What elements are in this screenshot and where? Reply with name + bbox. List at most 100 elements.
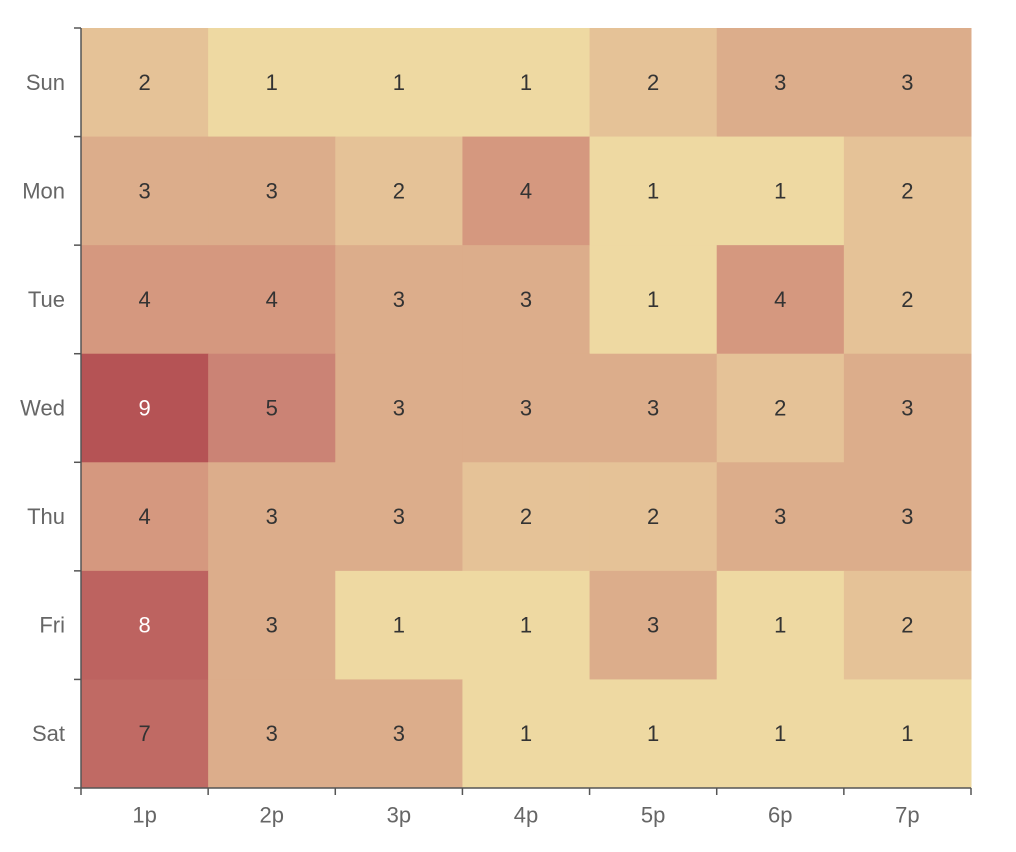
x-tick-label-7p: 7p [895, 803, 919, 828]
cell-value-label: 1 [520, 70, 532, 95]
cell-value-label: 1 [901, 721, 913, 746]
heatmap-cell-mon-4p [462, 136, 591, 246]
cell-value-label: 2 [901, 178, 913, 203]
y-tick-label-tue: Tue [28, 287, 65, 312]
cell-value-label: 3 [393, 504, 405, 529]
cell-value-label: 4 [138, 287, 150, 312]
cell-value-label: 2 [901, 613, 913, 638]
cell-value-label: 3 [138, 178, 150, 203]
heatmap-cell-thu-4p [462, 462, 591, 572]
x-tick-label-5p: 5p [641, 803, 665, 828]
cell-value-label: 7 [138, 721, 150, 746]
heatmap-cell-wed-5p [589, 353, 718, 463]
heatmap-axes: Sun Mon Tue Wed Thu Fri Sat 1p 2p 3p 4p 5p 6p 7p [20, 27, 972, 828]
y-tick-label-fri: Fri [39, 613, 65, 638]
y-tick-label-mon: Mon [22, 178, 65, 203]
cell-value-label: 3 [774, 70, 786, 95]
cell-value-label: 1 [774, 721, 786, 746]
heatmap-cell-sun-7p [843, 28, 972, 138]
y-tick-label-thu: Thu [27, 504, 65, 529]
cell-value-label: 3 [520, 287, 532, 312]
heatmap-cell-fri-1p [81, 570, 209, 680]
heatmap-cell-sat-2p [208, 679, 336, 789]
cell-value-label: 4 [774, 287, 786, 312]
heatmap-cell-fri-7p [843, 570, 972, 680]
cell-value-label: 2 [393, 178, 405, 203]
heatmap-cell-tue-4p [462, 245, 591, 355]
cell-value-label: 3 [901, 504, 913, 529]
heatmap-cell-sun-2p [208, 28, 336, 138]
heatmap-cell-sat-6p [716, 679, 845, 789]
heatmap-cell-wed-1p [81, 353, 209, 463]
y-tick-label-sun: Sun [26, 70, 65, 95]
heatmap-cell-fri-5p [589, 570, 718, 680]
heatmap-cell-mon-7p [843, 136, 972, 246]
cell-value-label: 1 [393, 613, 405, 638]
y-tick-label-sat: Sat [32, 721, 65, 746]
heatmap-cell-thu-7p [843, 462, 972, 572]
heatmap-cell-wed-7p [843, 353, 972, 463]
heatmap-cell-fri-2p [208, 570, 336, 680]
cell-value-label: 3 [774, 504, 786, 529]
cell-value-label: 5 [266, 396, 278, 421]
heatmap-cell-wed-6p [716, 353, 845, 463]
heatmap-cell-thu-6p [716, 462, 845, 572]
cell-value-label: 1 [520, 613, 532, 638]
heatmap-cell-thu-5p [589, 462, 718, 572]
cell-value-label: 2 [520, 504, 532, 529]
heatmap-cell-tue-1p [81, 245, 209, 355]
cell-value-label: 3 [393, 721, 405, 746]
cell-value-label: 3 [901, 70, 913, 95]
heatmap-cell-sat-5p [589, 679, 718, 789]
cell-value-label: 8 [138, 613, 150, 638]
heatmap-cell-tue-5p [589, 245, 718, 355]
cell-value-label: 1 [520, 721, 532, 746]
cell-value-label: 3 [520, 396, 532, 421]
x-tick-label-3p: 3p [387, 803, 411, 828]
heatmap-cell-tue-7p [843, 245, 972, 355]
heatmap-cell-sat-7p [843, 679, 972, 789]
cell-value-label: 2 [138, 70, 150, 95]
y-tick-label-wed: Wed [20, 396, 65, 421]
heatmap-cell-fri-3p [335, 570, 463, 680]
heatmap-cell-fri-4p [462, 570, 591, 680]
heatmap-cell-mon-5p [589, 136, 718, 246]
cell-value-label: 3 [647, 396, 659, 421]
cell-value-label: 4 [138, 504, 150, 529]
heatmap-cell-wed-4p [462, 353, 591, 463]
heatmap-cell-wed-3p [335, 353, 463, 463]
heatmap-cell-sun-5p [589, 28, 718, 138]
heatmap-cell-sat-1p [81, 679, 209, 789]
heatmap-cell-thu-1p [81, 462, 209, 572]
heatmap-cell-sun-3p [335, 28, 463, 138]
heatmap-cell-sat-3p [335, 679, 463, 789]
cell-value-label: 4 [266, 287, 278, 312]
cell-value-label: 1 [774, 613, 786, 638]
cell-value-label: 3 [266, 613, 278, 638]
cell-value-label: 1 [774, 178, 786, 203]
cell-value-label: 3 [266, 178, 278, 203]
cell-value-label: 2 [774, 396, 786, 421]
heatmap-cell-sun-1p [81, 28, 209, 138]
heatmap-cell-sun-6p [716, 28, 845, 138]
cell-value-label: 1 [647, 287, 659, 312]
cell-value-label: 2 [647, 504, 659, 529]
heatmap-cell-sat-4p [462, 679, 591, 789]
cell-value-label: 3 [266, 721, 278, 746]
cell-value-label: 3 [393, 396, 405, 421]
heatmap-cell-mon-6p [716, 136, 845, 246]
heatmap-cell-thu-3p [335, 462, 463, 572]
cell-value-label: 2 [647, 70, 659, 95]
heatmap-cells: 2 1 1 1 2 3 3 3 3 2 4 1 1 2 4 4 3 3 1 4 2 9 5 3 3 3 2 3 4 3 3 2 2 3 3 8 3 1 1 3… [81, 28, 972, 789]
x-tick-label-1p: 1p [132, 803, 156, 828]
heatmap-cell-mon-1p [81, 136, 209, 246]
heatmap-cell-tue-2p [208, 245, 336, 355]
heatmap-cell-tue-6p [716, 245, 845, 355]
cell-value-label: 4 [520, 178, 532, 203]
cell-value-label: 1 [647, 178, 659, 203]
cell-value-label: 1 [266, 70, 278, 95]
cell-value-label: 1 [393, 70, 405, 95]
cell-value-label: 3 [393, 287, 405, 312]
heatmap-cell-thu-2p [208, 462, 336, 572]
heatmap-cell-mon-3p [335, 136, 463, 246]
